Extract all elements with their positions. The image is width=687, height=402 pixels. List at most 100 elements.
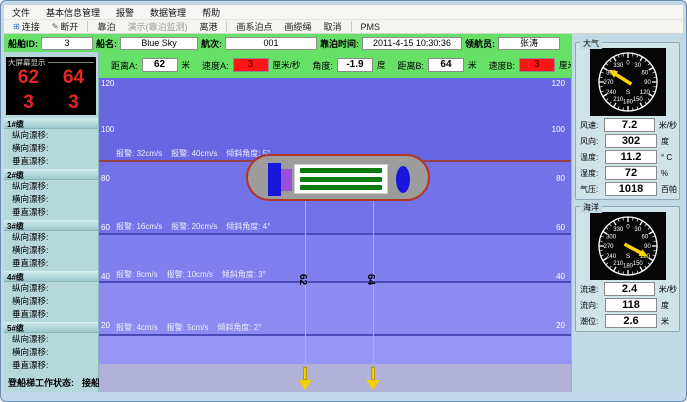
measurement-label: 距离B: bbox=[397, 60, 424, 71]
weather-label: 湿度: bbox=[580, 168, 599, 178]
info-field-value: 2011-4-15 10:30:36 bbox=[362, 36, 462, 50]
info-field: 领航员: 张涛 bbox=[465, 36, 560, 50]
toolbar-button-离港[interactable]: 离港 bbox=[194, 20, 222, 33]
weather-row: 风向: 302 度 bbox=[578, 134, 677, 148]
svg-text:180: 180 bbox=[622, 264, 633, 270]
svg-text:60: 60 bbox=[641, 70, 648, 76]
axis-tick-left: 40 bbox=[101, 272, 110, 281]
sea-row: 流向: 118 度 bbox=[578, 298, 677, 312]
menu-item-报警[interactable]: 报警 bbox=[116, 7, 135, 18]
toolbar-separator bbox=[350, 21, 352, 32]
cable-section: 4#缆 纵向漂移: 横向漂移: 垂直漂移: bbox=[4, 271, 98, 321]
menu-item-基本信息管理[interactable]: 基本信息管理 bbox=[46, 7, 101, 18]
measurement-unit: 米 bbox=[181, 60, 191, 70]
drift-label: 垂直漂移: bbox=[12, 360, 49, 370]
sea-label: 潮位: bbox=[580, 316, 599, 326]
sensor-arrow-stem bbox=[303, 367, 307, 380]
weather-row: 风速: 7.2 米/秒 bbox=[578, 118, 677, 132]
weather-label: 气压: bbox=[580, 184, 599, 194]
weather-value: 1018 bbox=[605, 182, 657, 196]
drift-label: 纵向漂移: bbox=[12, 181, 49, 191]
drift-label: 纵向漂移: bbox=[12, 334, 49, 344]
weather-row: 温度: 11.2 ° C bbox=[578, 150, 677, 164]
svg-text:120: 120 bbox=[639, 90, 650, 96]
info-field: 船舶ID: 3 bbox=[8, 36, 93, 50]
big-screen-title: 大屏幕显示 bbox=[8, 57, 94, 68]
left-panel: 大屏幕显示 62 64 3 3 1#缆 纵向漂移: 横向漂移: 垂直漂移: 2#缆 纵向漂移: 横… bbox=[4, 52, 100, 392]
sea-label: 流向: bbox=[580, 300, 599, 310]
water-band bbox=[99, 234, 571, 282]
svg-text:150: 150 bbox=[632, 97, 643, 103]
display-number: 62 bbox=[17, 67, 40, 88]
weather-unit: 米/秒 bbox=[658, 120, 677, 130]
ship-info-bar: 船舶ID: 3 船名: Blue Sky 航次: 001 靠泊时间: 2011-4-15 10… bbox=[4, 34, 571, 52]
svg-text:240: 240 bbox=[606, 90, 617, 96]
display-number: 3 bbox=[23, 92, 34, 113]
alarm-threshold-text: 报警: 16cm/s 报警: 20cm/s 倾斜角度: 4° bbox=[116, 222, 271, 231]
svg-text:270: 270 bbox=[603, 244, 614, 250]
menu-bar: 文件 基本信息管理 报警 数据管理 帮助 bbox=[4, 5, 683, 19]
drift-label: 垂直漂移: bbox=[12, 258, 49, 268]
measurement-value-alarm: 3 bbox=[232, 58, 269, 72]
drift-label: 垂直漂移: bbox=[12, 207, 49, 217]
big-screen-values: 62 64 3 3 bbox=[6, 65, 96, 115]
svg-text:30: 30 bbox=[634, 227, 641, 233]
toolbar-button-画系泊点[interactable]: 画系泊点 bbox=[231, 20, 277, 33]
drift-label: 垂直漂移: bbox=[12, 309, 49, 319]
weather-title: 大气 bbox=[580, 38, 602, 49]
measurement-unit: 米 bbox=[467, 60, 477, 70]
axis-tick-right: 20 bbox=[556, 321, 565, 330]
svg-text:300: 300 bbox=[606, 234, 617, 240]
info-field-label: 靠泊时间: bbox=[320, 38, 359, 49]
alarm-threshold-text: 报警: 4cm/s 报警: 5cm/s 倾斜角度: 2° bbox=[116, 323, 262, 332]
drift-label: 横向漂移: bbox=[12, 194, 49, 204]
sensor-arrow-icon bbox=[366, 367, 380, 390]
sea-title: 海洋 bbox=[580, 202, 602, 213]
svg-text:0: 0 bbox=[626, 61, 630, 67]
menu-item-帮助[interactable]: 帮助 bbox=[202, 7, 221, 18]
toolbar-button-PMS[interactable]: PMS bbox=[356, 20, 386, 33]
toolbar-button-断开[interactable]: ✎ 断开 bbox=[47, 20, 84, 33]
cable-section-header: 5#缆 bbox=[4, 322, 98, 333]
drift-label: 纵向漂移: bbox=[12, 283, 49, 293]
distance-value-label: 62 bbox=[297, 273, 309, 286]
menu-item-数据管理[interactable]: 数据管理 bbox=[150, 7, 187, 18]
toolbar-button-label: 断开 bbox=[60, 22, 79, 32]
weather-row: 湿度: 72% bbox=[578, 166, 677, 180]
toolbar-separator bbox=[226, 21, 228, 32]
info-field: 航次: 001 bbox=[201, 36, 317, 50]
toolbar-button-取消[interactable]: 取消 bbox=[319, 20, 347, 33]
svg-text:90: 90 bbox=[644, 244, 651, 250]
info-field-value: Blue Sky bbox=[120, 36, 198, 50]
svg-text:240: 240 bbox=[606, 254, 617, 260]
sea-unit: 米 bbox=[661, 316, 669, 326]
toolbar-button-连接[interactable]: ⊞ 连接 bbox=[8, 20, 45, 33]
toolbar-button-label: 画系泊点 bbox=[236, 22, 273, 32]
sea-label: 流速: bbox=[580, 284, 599, 294]
drift-label: 横向漂移: bbox=[12, 245, 49, 255]
svg-text:180: 180 bbox=[622, 100, 633, 106]
toolbar-button-label: 画缆绳 bbox=[284, 22, 312, 32]
toolbar-button-演示(靠泊监测): 演示(靠泊监测) bbox=[122, 20, 192, 33]
toolbar-button-画缆绳[interactable]: 画缆绳 bbox=[279, 20, 316, 33]
measurement-value: -1.9 bbox=[336, 58, 373, 72]
axis-tick-left: 100 bbox=[101, 125, 115, 134]
svg-text:90: 90 bbox=[644, 80, 651, 86]
info-field-value: 001 bbox=[225, 36, 317, 50]
sea-value: 2.6 bbox=[605, 314, 657, 328]
sea-row: 潮位: 2.6 米 bbox=[578, 314, 677, 328]
svg-text:S: S bbox=[625, 253, 630, 260]
drift-label: 纵向漂移: bbox=[12, 232, 49, 242]
drift-label: 横向漂移: bbox=[12, 143, 49, 153]
svg-text:120: 120 bbox=[639, 254, 650, 260]
axis-tick-right: 80 bbox=[556, 174, 565, 183]
sea-unit: 米/秒 bbox=[658, 284, 677, 294]
measurement-value: 64 bbox=[427, 58, 464, 72]
cable-section: 5#缆 纵向漂移: 横向漂移: 垂直漂移: bbox=[4, 322, 98, 372]
cable-section-header: 2#缆 bbox=[4, 169, 98, 180]
water-band bbox=[99, 282, 571, 335]
toolbar-button-靠泊[interactable]: 靠泊 bbox=[92, 20, 120, 33]
menu-item-文件[interactable]: 文件 bbox=[12, 7, 31, 18]
